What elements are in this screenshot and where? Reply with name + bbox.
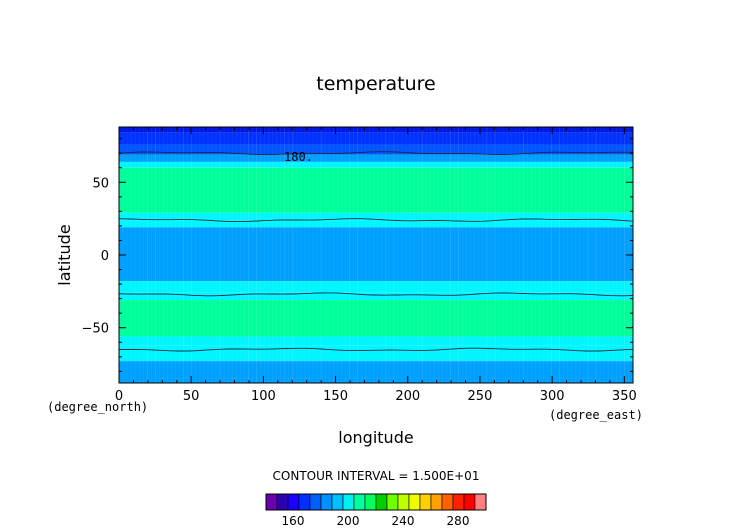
contour-line — [118, 151, 634, 156]
heatmap-band — [119, 154, 633, 162]
y-tick-label: 50 — [92, 176, 109, 191]
heatmap-band — [119, 161, 633, 168]
contour-line — [119, 218, 634, 223]
x-axis-title: longitude — [338, 428, 413, 447]
colorbar-swatch — [441, 493, 454, 511]
heatmap-band — [119, 144, 633, 155]
colorbar-swatch — [463, 493, 476, 511]
heatmap-band — [119, 336, 633, 346]
colorbar-swatch — [276, 493, 289, 511]
colorbar-swatch — [265, 493, 278, 511]
heatmap-band — [119, 361, 633, 383]
x-tick-label: 350 — [612, 389, 637, 404]
x-tick-label: 200 — [395, 389, 420, 404]
heatmap-band — [119, 167, 633, 213]
colorbar-tick-label: 280 — [447, 514, 470, 528]
heatmap-band — [119, 220, 633, 228]
x-tick-label: 0 — [115, 389, 123, 404]
colorbar-tick-label: 160 — [282, 514, 305, 528]
y-axis-title: latitude — [55, 224, 74, 285]
chart-title: temperature — [316, 73, 435, 95]
x-axis: 0 50 100 150 200 250 300 350 — [115, 127, 637, 404]
contour-lines — [118, 151, 634, 352]
x-tick-label: 100 — [251, 389, 276, 404]
contour-interval-note: CONTOUR INTERVAL = 1.500E+01 — [273, 469, 480, 483]
heatmap-band — [119, 127, 633, 133]
colorbar-swatch — [309, 493, 322, 511]
colorbar-tick-label: 240 — [392, 514, 415, 528]
colorbar-swatch — [298, 493, 311, 511]
colorbar-swatch — [419, 493, 432, 511]
contour-label: 180. — [284, 150, 313, 164]
x-unit-label: (degree_east) — [549, 408, 643, 422]
heatmap-band — [119, 281, 633, 293]
heatmap-band — [119, 300, 633, 337]
heatmap-bands — [119, 127, 633, 383]
y-tick-label: 0 — [101, 249, 109, 264]
y-tick-label: −50 — [82, 322, 109, 337]
heatmap-band — [119, 212, 633, 221]
colorbar-swatch — [342, 493, 355, 511]
grid-streaks — [118, 127, 633, 383]
y-unit-label: (degree_north) — [47, 400, 148, 414]
x-tick-label: 150 — [323, 389, 348, 404]
y-axis: 50 0 −50 — [82, 138, 633, 372]
colorbar-tick-label: 200 — [337, 514, 360, 528]
colorbar-swatch — [408, 493, 421, 511]
heatmap-band — [119, 227, 633, 282]
x-tick-label: 300 — [540, 389, 565, 404]
colorbar-swatch — [430, 493, 443, 511]
colorbar-frame — [265, 493, 487, 511]
colorbar-swatch — [375, 493, 388, 511]
colorbar-swatch — [320, 493, 333, 511]
colorbar: 160 200 240 280 — [265, 493, 487, 528]
colorbar-swatch — [331, 493, 344, 511]
colorbar-swatch — [452, 493, 465, 511]
colorbar-swatch — [386, 493, 399, 511]
colorbar-swatch — [353, 493, 366, 511]
contour-line — [119, 347, 634, 352]
contour-line — [118, 292, 634, 297]
x-tick-label: 250 — [468, 389, 493, 404]
heatmap-band — [119, 132, 633, 145]
colorbar-swatch — [364, 493, 377, 511]
colorbar-swatch — [474, 493, 487, 511]
colorbar-swatch — [397, 493, 410, 511]
heatmap-band — [119, 292, 633, 301]
colorbar-swatch — [287, 493, 300, 511]
x-tick-label: 50 — [183, 389, 200, 404]
